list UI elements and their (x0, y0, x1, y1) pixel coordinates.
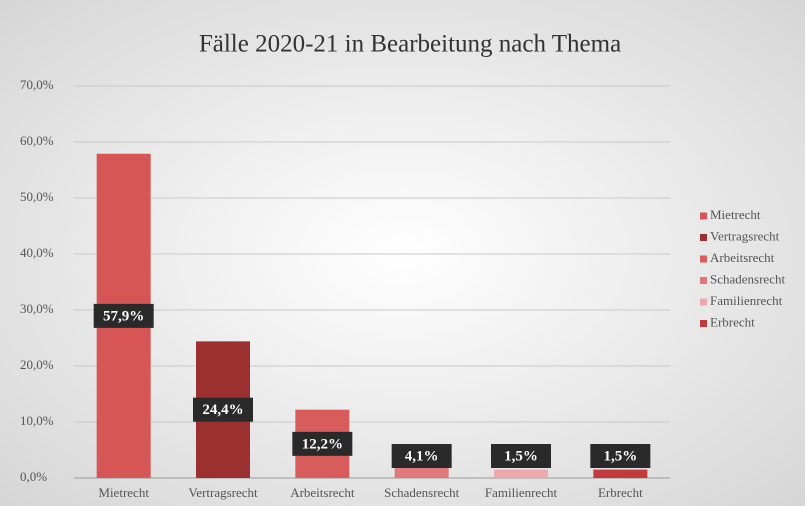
legend-swatch (700, 320, 707, 327)
data-label: 24,4% (193, 397, 253, 422)
legend-swatch (700, 277, 707, 284)
y-tick-label: 60,0% (20, 133, 54, 148)
x-tick-label: Schadensrecht (384, 485, 459, 500)
legend-label: Vertragsrecht (710, 228, 780, 243)
y-tick-label: 30,0% (20, 301, 54, 316)
data-label: 57,9% (93, 303, 154, 328)
data-label-box (292, 431, 353, 456)
y-tick-label: 10,0% (20, 413, 54, 428)
data-label-box (193, 397, 253, 422)
data-label: 1,5% (491, 444, 551, 468)
x-tick-label: Erbrecht (598, 485, 643, 500)
data-label-box (93, 303, 154, 328)
x-tick-label: Arbeitsrecht (290, 485, 355, 500)
y-tick-label: 40,0% (20, 245, 54, 260)
data-label-box (491, 444, 551, 468)
y-tick-label: 0,0% (20, 469, 47, 484)
data-label-text: 12,2% (302, 436, 343, 452)
legend-swatch (700, 255, 707, 263)
data-label: 1,5% (590, 444, 651, 468)
bar (494, 469, 548, 478)
data-label-box (391, 444, 452, 468)
chart-title: Fälle 2020-21 in Bearbeitung nach Thema (199, 31, 621, 58)
data-label-box (590, 444, 651, 468)
y-tick-label: 70,0% (20, 77, 54, 92)
x-tick-label: Familienrecht (485, 485, 558, 500)
data-label: 4,1% (391, 444, 452, 468)
y-tick-label: 20,0% (20, 357, 54, 372)
data-label-text: 4,1% (405, 448, 439, 464)
legend-label: Arbeitsrecht (710, 250, 775, 265)
x-tick-label: Vertragsrecht (188, 485, 258, 500)
legend-label: Erbrecht (710, 314, 755, 329)
legend-swatch (700, 298, 707, 306)
data-label-text: 1,5% (504, 448, 538, 464)
legend-label: Mietrecht (710, 207, 761, 222)
bar (593, 469, 648, 478)
legend-label: Schadensrecht (710, 271, 785, 286)
data-label: 12,2% (292, 431, 353, 456)
legend-swatch (700, 212, 707, 220)
data-label-text: 1,5% (603, 448, 637, 464)
data-label-text: 24,4% (202, 402, 243, 418)
data-label-text: 57,9% (103, 308, 144, 324)
legend-swatch (700, 234, 707, 241)
y-tick-label: 50,0% (20, 189, 54, 204)
x-tick-label: Mietrecht (98, 485, 149, 500)
legend-label: Familienrecht (710, 293, 783, 308)
